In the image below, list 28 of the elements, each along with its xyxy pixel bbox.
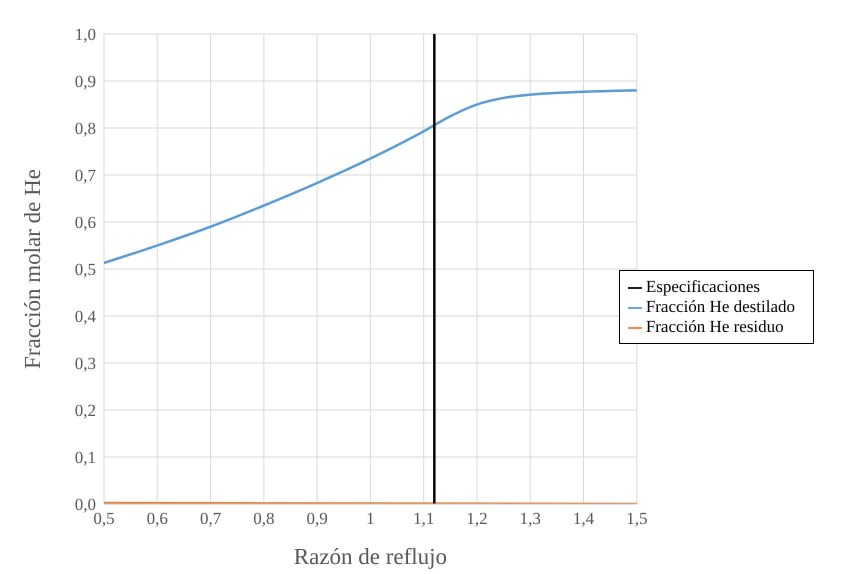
legend-label: Especificaciones: [646, 277, 760, 296]
x-tick-label: 0,8: [253, 509, 274, 528]
x-tick-label: 0,7: [200, 509, 222, 528]
y-tick-label: 0,2: [74, 401, 96, 420]
y-tick-label: 0,6: [74, 213, 96, 232]
x-tick-label: 0,9: [306, 509, 328, 528]
x-tick-label: 1,1: [413, 509, 434, 528]
y-tick-label: 1,0: [74, 25, 96, 44]
y-tick-label: 0,8: [74, 119, 96, 138]
x-tick-label: 1,5: [626, 509, 648, 528]
y-tick-label: 0,4: [74, 307, 96, 326]
y-tick-label: 0,1: [74, 448, 96, 468]
x-tick-label: 1,4: [572, 509, 595, 528]
legend-label: Fracción He residuo: [646, 317, 784, 336]
y-tick-label: 0,5: [74, 260, 96, 280]
y-axis-title: Fracción molar de He: [20, 169, 46, 369]
x-tick-label: 1,3: [520, 509, 541, 528]
y-tick-label: 0,9: [74, 72, 96, 92]
y-tick-label: 0,0: [74, 495, 96, 514]
x-axis-title: Razón de reflujo: [294, 544, 448, 569]
y-tick-label: 0,3: [74, 354, 96, 374]
line-series: [104, 89, 637, 264]
x-tick-label: 1,2: [466, 509, 488, 528]
x-tick-label: 0,6: [146, 509, 168, 528]
y-tick-label: 0,7: [74, 166, 96, 186]
x-tick-label: 0,5: [93, 509, 115, 528]
x-tick-label: 1: [366, 509, 375, 528]
legend-label: Fracción He destilado: [646, 297, 795, 316]
